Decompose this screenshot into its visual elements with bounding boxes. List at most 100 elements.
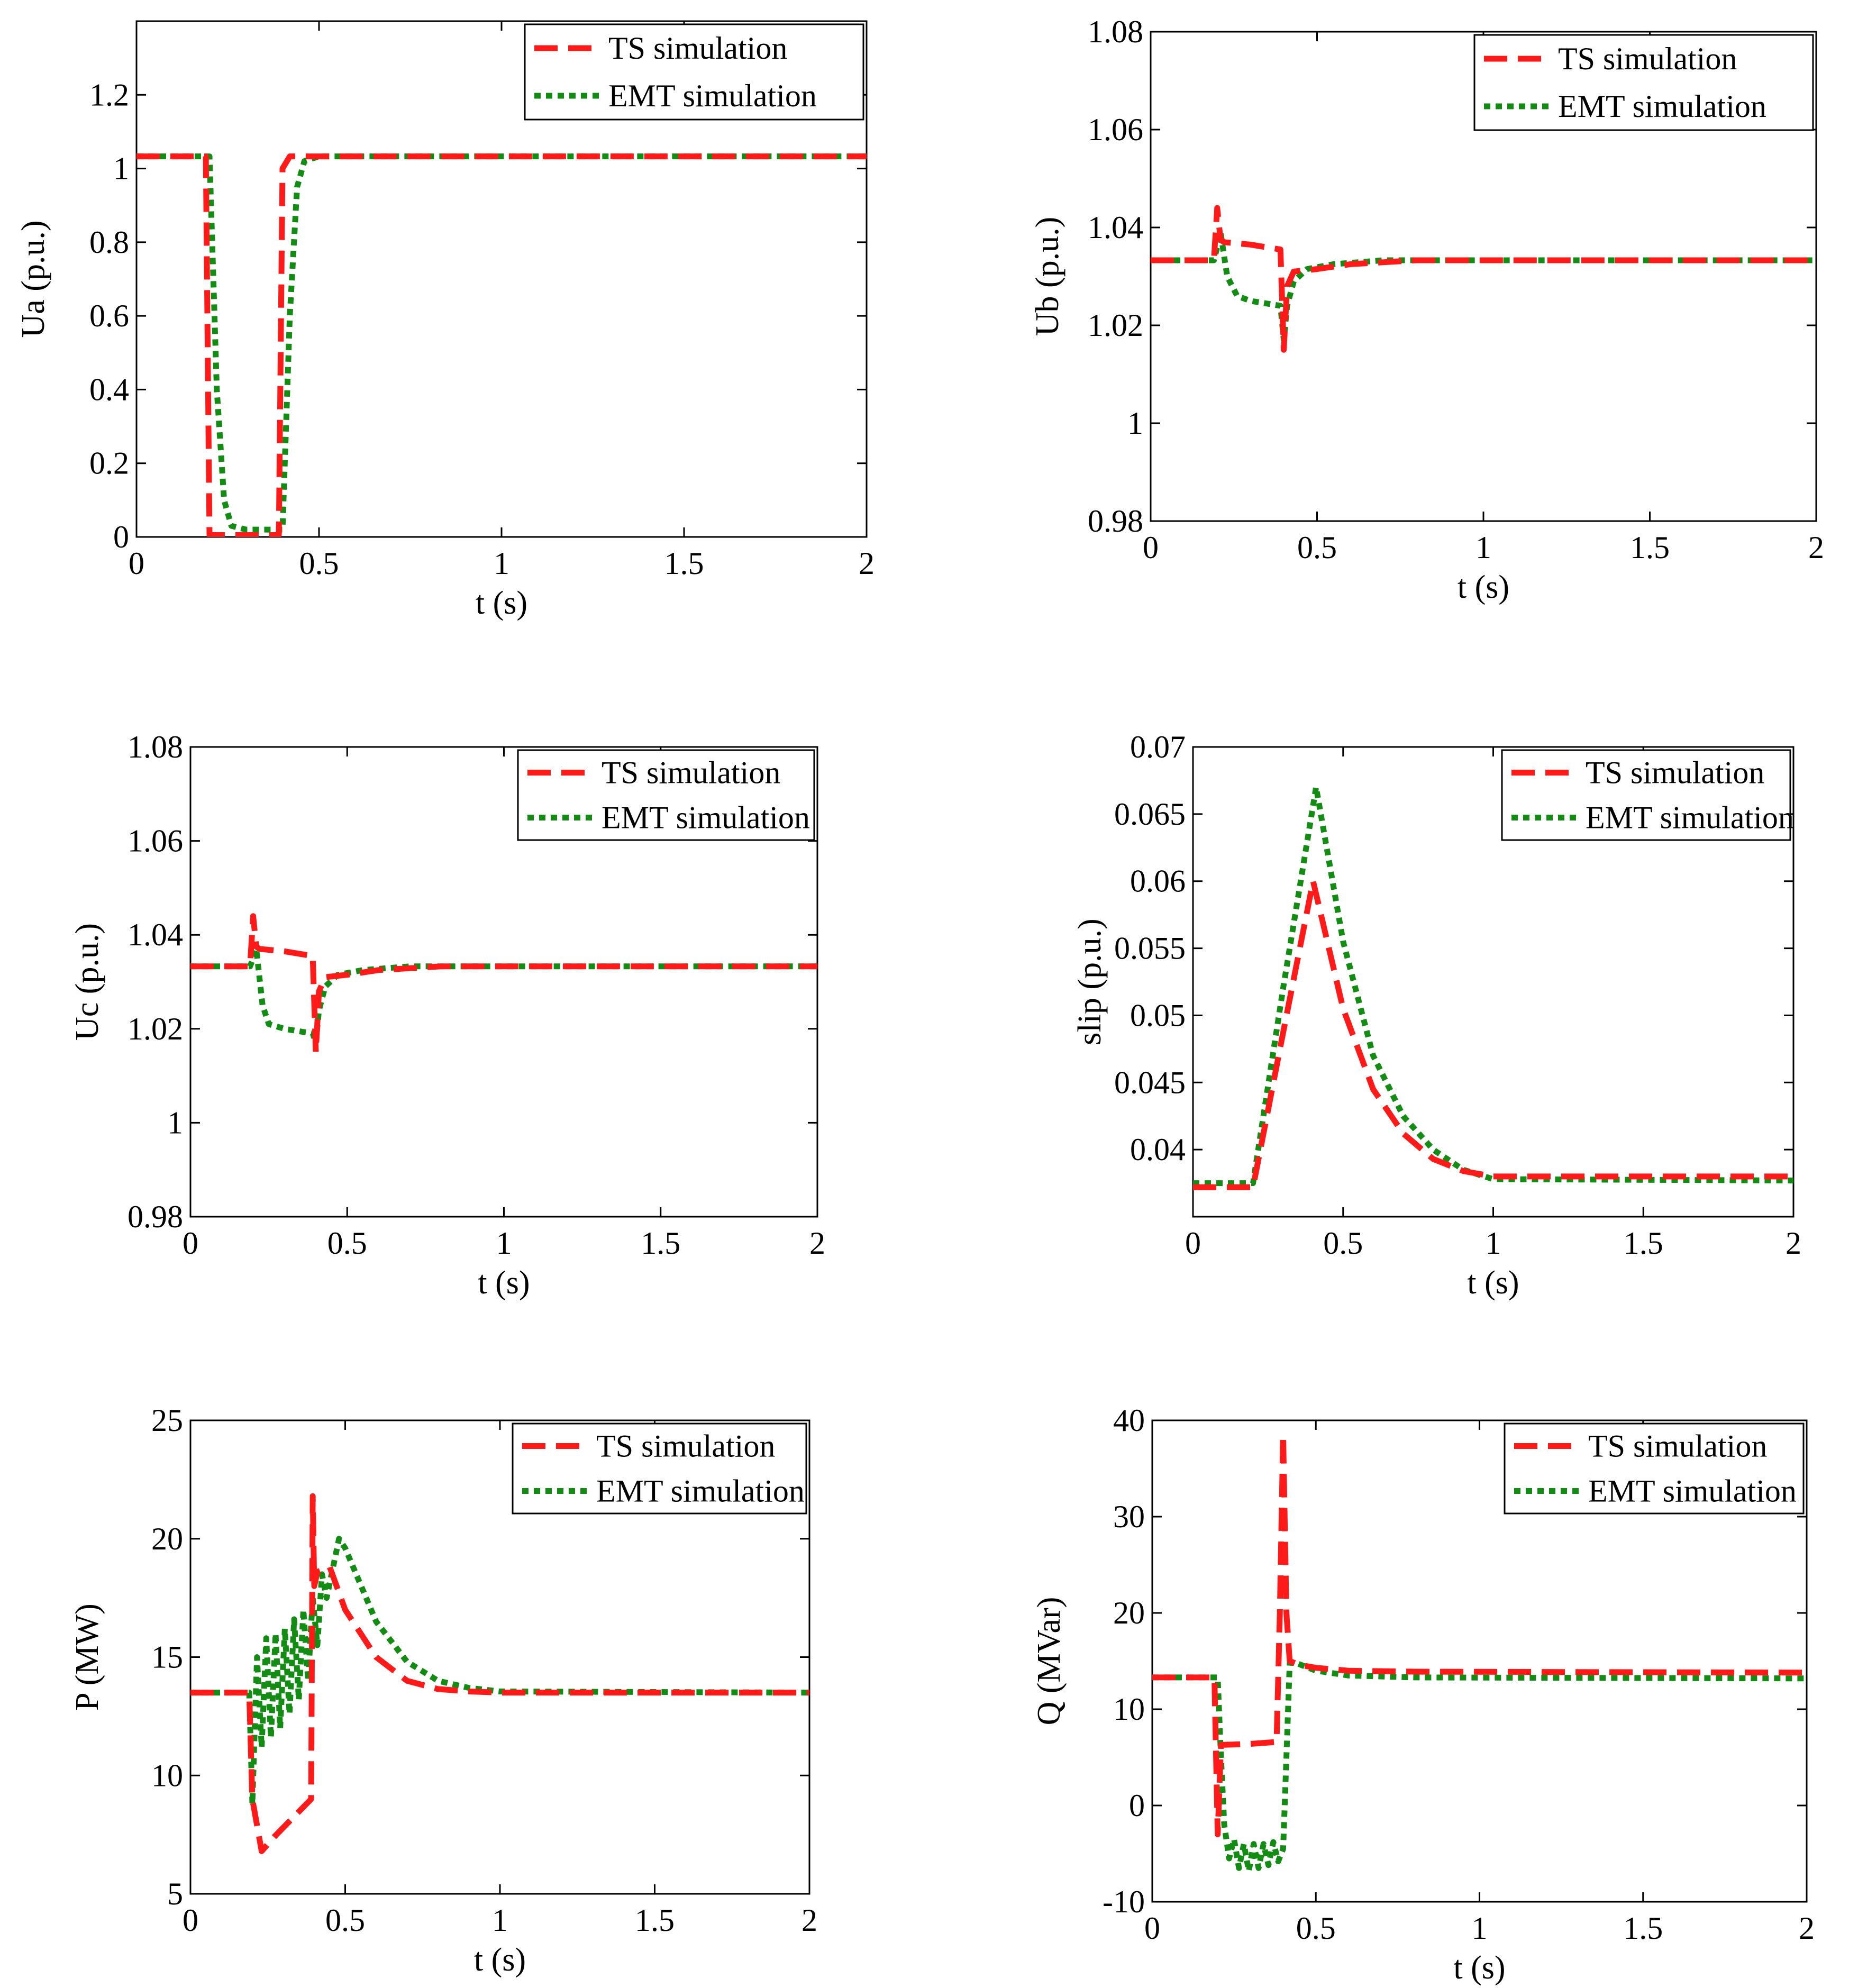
- x-tick-label: 0.5: [325, 1903, 365, 1938]
- y-tick-label: 1: [167, 1105, 183, 1140]
- x-tick-label: 1.5: [1624, 1226, 1663, 1261]
- ts-series-line: [1193, 878, 1793, 1190]
- x-tick-label: 0.5: [1297, 530, 1337, 565]
- emt-series-line: [136, 153, 867, 533]
- x-tick-label: 2: [1799, 1911, 1815, 1946]
- ts-series-line: [136, 153, 867, 537]
- x-tick-label: 0.5: [1296, 1911, 1336, 1946]
- y-tick-label: 1.02: [1088, 308, 1143, 343]
- ts-legend-label: TS simulation: [608, 31, 787, 66]
- x-tick-label: 1: [1486, 1226, 1501, 1261]
- x-axis-label: t (s): [476, 585, 527, 621]
- x-tick-label: 0: [183, 1903, 198, 1938]
- x-tick-label: 0: [183, 1226, 198, 1261]
- x-axis-label: t (s): [478, 1265, 530, 1301]
- x-tick-label: 2: [809, 1226, 825, 1261]
- emt-legend-label: EMT simulation: [1588, 1474, 1797, 1509]
- y-tick-label: 0.045: [1114, 1065, 1186, 1100]
- x-tick-label: 1.5: [664, 546, 704, 581]
- y-tick-label: 1.04: [127, 917, 183, 952]
- y-tick-label: 15: [151, 1640, 183, 1675]
- ts-series-line: [1151, 205, 1816, 353]
- x-tick-label: 2: [1808, 530, 1824, 565]
- legend-p: TS simulation EMT simulation: [512, 1422, 807, 1515]
- y-tick-label: 0.8: [89, 225, 129, 260]
- ts-series-line: [190, 1493, 809, 1854]
- ts-series-line: [1152, 1431, 1807, 1838]
- x-tick-label: 1.5: [1630, 530, 1670, 565]
- y-tick-label: 1.08: [127, 729, 183, 764]
- x-tick-label: 0: [129, 546, 144, 581]
- legend-uc: TS simulation EMT simulation: [517, 749, 815, 841]
- ts-legend-label: TS simulation: [596, 1429, 775, 1464]
- y-tick-label: 0.98: [127, 1199, 183, 1234]
- y-tick-label: 20: [151, 1521, 183, 1556]
- chart-uc: 0 0.5 1 1.5 2 0.98 1 1.02 1.04 1.06 1.08 t (s) Uc (p…: [69, 729, 825, 1301]
- x-tick-label: 2: [801, 1903, 817, 1938]
- x-axis-label: t (s): [1467, 1265, 1519, 1301]
- y-tick-label: 0.6: [89, 298, 129, 333]
- legend-box: [512, 1422, 807, 1515]
- emt-series-line: [1193, 784, 1793, 1187]
- x-tick-label: 0: [1143, 530, 1159, 565]
- y-axis-label: Uc (p.u.): [69, 923, 105, 1041]
- x-axis-label: t (s): [1453, 1950, 1505, 1986]
- ts-legend-label: TS simulation: [1588, 1429, 1767, 1464]
- legend-box: [517, 749, 815, 841]
- ts-legend-label: TS simulation: [1558, 41, 1737, 76]
- y-tick-label: 1.02: [127, 1011, 183, 1046]
- legend-slip: TS simulation EMT simulation: [1501, 749, 1794, 841]
- x-tick-label: 2: [1786, 1226, 1801, 1261]
- y-axis-label: Q (MVar): [1031, 1597, 1067, 1726]
- emt-series-line: [1151, 229, 1816, 343]
- y-tick-label: 20: [1113, 1595, 1145, 1630]
- y-tick-label: 0.065: [1114, 797, 1186, 832]
- y-tick-label: -10: [1103, 1884, 1145, 1919]
- emt-legend-label: EMT simulation: [1586, 800, 1794, 835]
- x-tick-label: 1.5: [1623, 1911, 1663, 1946]
- y-tick-label: 0.07: [1130, 729, 1186, 764]
- legend-ub: TS simulation EMT simulation: [1473, 34, 1814, 131]
- ts-legend-label: TS simulation: [602, 755, 780, 790]
- legend-box: [1504, 1422, 1805, 1515]
- x-axis-label: t (s): [474, 1942, 526, 1978]
- y-tick-label: 1.04: [1088, 210, 1143, 245]
- y-tick-label: 0.2: [89, 446, 129, 481]
- emt-series-line: [1152, 1660, 1807, 1874]
- x-tick-label: 1: [494, 546, 509, 581]
- y-axis-label: Ua (p.u.): [15, 220, 51, 338]
- y-tick-label: 10: [151, 1758, 183, 1793]
- x-tick-label: 1.5: [641, 1226, 680, 1261]
- emt-legend-label: EMT simulation: [596, 1474, 805, 1509]
- y-tick-label: 30: [1113, 1499, 1145, 1534]
- y-tick-label: 0.4: [89, 372, 129, 407]
- x-tick-label: 2: [859, 546, 875, 581]
- y-tick-label: 0: [1129, 1788, 1145, 1823]
- x-tick-label: 0: [1185, 1226, 1201, 1261]
- y-tick-label: 1: [1127, 406, 1143, 441]
- y-tick-label: 0.98: [1088, 504, 1143, 539]
- x-tick-label: 1: [496, 1226, 512, 1261]
- y-tick-label: 0.04: [1130, 1132, 1186, 1167]
- y-axis-label: slip (p.u.): [1072, 918, 1108, 1045]
- emt-legend-label: EMT simulation: [1558, 89, 1766, 124]
- ts-series-line: [190, 913, 817, 1055]
- y-tick-label: 25: [151, 1403, 183, 1438]
- charts-container: 0 0.5 1 1.5 200.20.40.60.811.2t (s)Ua (p.u.)…: [15, 14, 1824, 1986]
- y-tick-label: 1.06: [1088, 112, 1143, 147]
- x-tick-label: 0.5: [1323, 1226, 1363, 1261]
- legend-box: [1501, 749, 1791, 841]
- y-tick-label: 10: [1113, 1692, 1145, 1727]
- chart-slip: 0 0.5 1 1.5 2 0.04 0.045 0.05 0.055 0.06 0.065 0.07…: [1072, 729, 1801, 1301]
- x-tick-label: 1: [1475, 530, 1491, 565]
- y-tick-label: 0: [113, 519, 129, 554]
- y-tick-label: 40: [1113, 1403, 1145, 1438]
- x-tick-label: 1: [492, 1903, 508, 1938]
- y-tick-label: 5: [167, 1876, 183, 1911]
- legend-q: TS simulation EMT simulation: [1504, 1422, 1805, 1515]
- y-tick-label: 1: [113, 151, 129, 186]
- y-axis-label: Ub (p.u.): [1030, 217, 1065, 336]
- legend-box: [524, 23, 864, 121]
- x-tick-label: 0: [1144, 1911, 1160, 1946]
